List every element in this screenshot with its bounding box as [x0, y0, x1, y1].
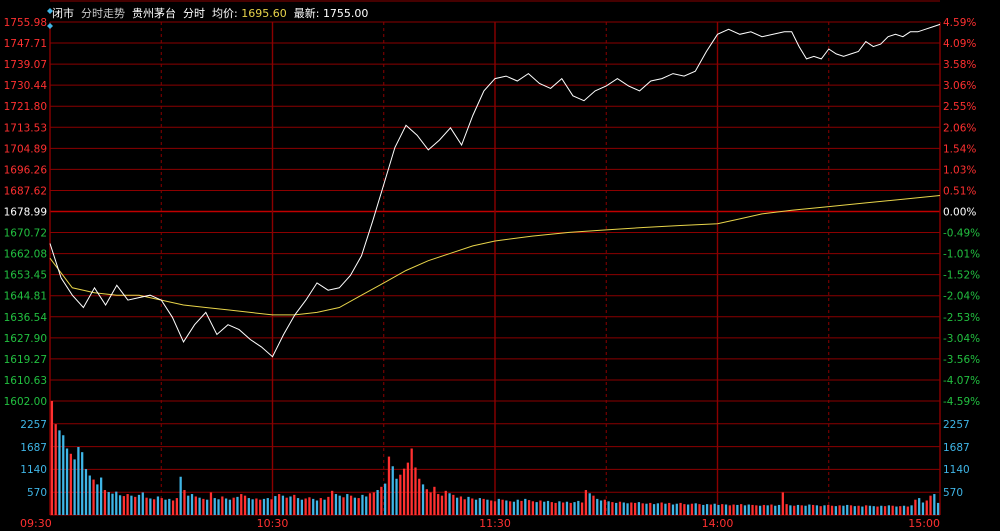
price-axis-labels: 1755.98 1747.71 1739.07 1730.44 1721.80 1713.… [4, 17, 48, 408]
time-axis-labels: 09:30 10:30 11:30 14:00 15:00 [20, 517, 940, 530]
volume-tick-label: 2257 [20, 419, 47, 431]
percent-tick-label: 1.03% [943, 164, 976, 176]
price-tick-label: 1687.62 [4, 185, 47, 197]
volume-tick-label: 1687 [20, 442, 47, 454]
percent-axis-labels: 4.59% 4.09% 3.58% 3.06% 2.55% 2.06% 1.54% 1.03%… [943, 17, 980, 408]
price-line [49, 23, 941, 358]
volume-tick-label: 570 [943, 487, 963, 499]
price-tick-label: 1670.72 [4, 228, 47, 240]
chart-mode[interactable]: 分时走势 [81, 7, 125, 20]
price-tick-label: 1696.26 [4, 164, 48, 176]
percent-tick-label: 0.51% [943, 185, 976, 197]
last-price-value: 1755.00 [322, 7, 369, 20]
price-tick-label: 1644.81 [4, 291, 47, 303]
percent-tick-label: 3.58% [943, 59, 976, 71]
percent-tick-label: 4.09% [943, 38, 976, 50]
volume-tick-label: 2257 [943, 419, 970, 431]
price-tick-label: 1619.27 [4, 354, 47, 366]
price-tick-label: 1747.71 [4, 38, 47, 50]
last-price-label: 最新: 1755.00 [293, 7, 369, 20]
percent-tick-label: 3.06% [943, 80, 976, 92]
chart-kind: 分时 [183, 7, 205, 20]
percent-tick-label: -4.59% [943, 396, 980, 408]
volume-bars [50, 401, 940, 515]
price-tick-label: 1739.07 [4, 59, 47, 71]
market-status: 闭市 [52, 7, 74, 20]
percent-tick-label: 1.54% [943, 143, 976, 155]
price-tick-label: 1653.45 [4, 270, 47, 282]
price-tick-label: 1755.98 [4, 17, 47, 29]
percent-tick-label: -2.53% [943, 312, 980, 324]
percent-tick-label: -1.01% [943, 249, 980, 261]
chart-header: 闭市 分时走势 贵州茅台 分时 均价: 1695.60 最新: 1755.00 [52, 6, 368, 22]
price-tick-label: 1662.08 [4, 249, 47, 261]
price-tick-label: 1678.99 [4, 207, 47, 219]
volume-tick-label: 570 [27, 487, 47, 499]
time-tick-label: 10:30 [257, 517, 289, 530]
time-tick-label: 09:30 [20, 517, 52, 530]
percent-tick-label: -3.56% [943, 354, 980, 366]
volume-tick-label: 1140 [20, 464, 47, 476]
price-tick-label: 1704.89 [4, 143, 47, 155]
percent-tick-label: -3.04% [943, 333, 980, 345]
percent-tick-label: -1.52% [943, 270, 980, 282]
volume-tick-label: 1687 [943, 442, 970, 454]
time-tick-label: 14:00 [702, 517, 734, 530]
price-tick-label: 1602.00 [4, 396, 47, 408]
price-tick-label: 1610.63 [4, 375, 47, 387]
cursor-marker-icon[interactable] [47, 8, 53, 14]
price-tick-label: 1627.90 [4, 333, 47, 345]
time-tick-label: 15:00 [908, 517, 940, 530]
volume-axis-labels: 2257 2257 1687 1687 1140 1140 570 570 [20, 419, 969, 499]
percent-tick-label: 2.55% [943, 101, 976, 113]
avg-price-value: 1695.60 [241, 7, 287, 20]
cursor-marker-bottom-icon[interactable] [47, 23, 53, 29]
percent-tick-label: 2.06% [943, 122, 976, 134]
price-tick-label: 1713.53 [4, 122, 47, 134]
percent-tick-label: -0.49% [943, 228, 980, 240]
average-price-line [49, 195, 941, 316]
percent-tick-label: -4.07% [943, 375, 980, 387]
percent-tick-label: 0.00% [943, 207, 976, 219]
grid [49, 21, 941, 516]
volume-tick-label: 1140 [943, 464, 970, 476]
price-tick-label: 1636.54 [4, 312, 48, 324]
price-tick-label: 1730.44 [4, 80, 48, 92]
stock-name: 贵州茅台 [132, 7, 176, 20]
avg-price-label: 均价: 1695.60 [212, 7, 287, 20]
price-tick-label: 1721.80 [4, 101, 47, 113]
percent-tick-label: -2.04% [943, 291, 980, 303]
percent-tick-label: 4.59% [943, 17, 976, 29]
time-tick-label: 11:30 [479, 517, 511, 530]
